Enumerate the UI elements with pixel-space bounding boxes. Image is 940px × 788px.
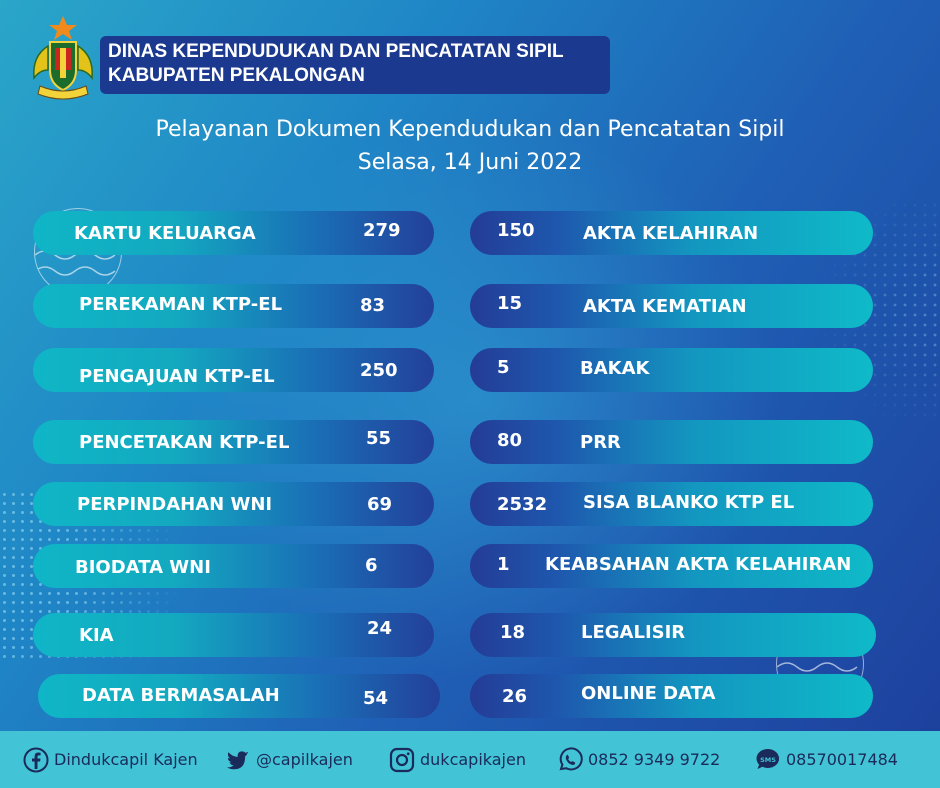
contact-footer: Dindukcapil Kajen @capilkajen dukcapikaj… <box>0 731 940 788</box>
service-label: PENCETAKAN KTP-EL <box>79 432 290 453</box>
service-row-akta-kematian: 15 AKTA KEMATIAN <box>470 284 873 328</box>
background-glow <box>180 120 780 680</box>
organization-header: DINAS KEPENDUDUKAN DAN PENCATATAN SIPIL … <box>100 36 610 94</box>
service-value: 6 <box>365 555 378 576</box>
service-row-legalisir: 18 LEGALISIR <box>470 613 876 657</box>
service-label: PEREKAMAN KTP-EL <box>79 294 283 315</box>
service-label: KEABSAHAN AKTA KELAHIRAN <box>545 554 852 575</box>
service-value: 54 <box>363 688 389 709</box>
service-row-biodata-wni: BIODATA WNI 6 <box>33 544 434 588</box>
service-row-perekaman-ktp-el: PEREKAMAN KTP-EL 83 <box>33 284 434 328</box>
service-label: BIODATA WNI <box>75 557 211 578</box>
service-value: 150 <box>497 220 535 241</box>
twitter-bird-icon <box>226 750 249 769</box>
service-value: 5 <box>497 357 510 378</box>
regency-coat-of-arms-icon <box>26 16 100 102</box>
organization-name: DINAS KEPENDUDUKAN DAN PENCATATAN SIPIL <box>108 41 564 62</box>
service-row-keabsahan-akta-kelahiran: 1 KEABSAHAN AKTA KELAHIRAN <box>470 544 873 588</box>
sms-icon-label: SMS <box>760 756 776 764</box>
service-value: 18 <box>500 622 526 643</box>
whatsapp-icon <box>559 747 583 770</box>
service-label: ONLINE DATA <box>581 683 716 704</box>
service-label: KARTU KELUARGA <box>74 223 256 244</box>
whatsapp-number: 0852 9349 9722 <box>588 750 721 769</box>
service-value: 250 <box>360 360 398 381</box>
service-row-prr: 80 PRR <box>470 420 873 464</box>
service-value: 1 <box>497 554 510 575</box>
facebook-handle: Dindukcapil Kajen <box>54 750 198 769</box>
footer-whatsapp[interactable]: 0852 9349 9722 <box>556 731 720 788</box>
service-label: PENGAJUAN KTP-EL <box>79 366 275 387</box>
service-row-kia: KIA 24 <box>33 613 434 657</box>
service-row-bakak: 5 BAKAK <box>470 348 873 392</box>
service-label: LEGALISIR <box>581 622 686 643</box>
footer-sms[interactable]: SMS 08570017484 <box>754 731 898 788</box>
footer-instagram[interactable]: dukcapikajen <box>388 731 526 788</box>
twitter-handle: @capilkajen <box>256 750 353 769</box>
service-value: 279 <box>363 220 401 241</box>
service-row-pencetakan-ktp-el: PENCETAKAN KTP-EL 55 <box>33 420 434 464</box>
service-value: 15 <box>497 293 523 314</box>
service-row-kartu-keluarga: KARTU KELUARGA 279 <box>33 211 434 255</box>
footer-twitter[interactable]: @capilkajen <box>224 731 353 788</box>
service-label: PERPINDAHAN WNI <box>77 494 273 515</box>
page-title: Pelayanan Dokumen Kependudukan dan Penca… <box>155 117 785 142</box>
service-label: BAKAK <box>580 358 650 379</box>
service-label: AKTA KEMATIAN <box>583 296 747 317</box>
sms-bubble-icon: SMS <box>756 748 780 769</box>
service-label: KIA <box>79 625 114 646</box>
instagram-handle: dukcapikajen <box>420 750 526 769</box>
page-date: Selasa, 14 Juni 2022 <box>357 150 583 175</box>
service-value: 80 <box>497 430 523 451</box>
service-value: 69 <box>367 494 393 515</box>
instagram-icon <box>389 747 415 772</box>
service-value: 55 <box>366 428 392 449</box>
service-row-akta-kelahiran: 150 AKTA KELAHIRAN <box>470 211 873 255</box>
sms-number: 08570017484 <box>786 750 898 769</box>
service-label: PRR <box>580 432 621 453</box>
service-row-perpindahan-wni: PERPINDAHAN WNI 69 <box>33 482 434 526</box>
service-value: 83 <box>360 295 386 316</box>
service-row-data-bermasalah: DATA BERMASALAH 54 <box>38 674 440 718</box>
service-row-sisa-blanko-ktp-el: 2532 SISA BLANKO KTP EL <box>470 482 873 526</box>
service-value: 24 <box>367 618 393 639</box>
service-label: DATA BERMASALAH <box>82 685 280 706</box>
service-row-pengajuan-ktp-el: PENGAJUAN KTP-EL 250 <box>33 348 434 392</box>
organization-regency: KABUPATEN PEKALONGAN <box>108 65 365 86</box>
service-value: 2532 <box>497 494 548 515</box>
service-row-online-data: 26 ONLINE DATA <box>470 674 873 718</box>
service-label: AKTA KELAHIRAN <box>583 223 759 244</box>
service-label: SISA BLANKO KTP EL <box>583 492 795 513</box>
footer-facebook[interactable]: Dindukcapil Kajen <box>22 731 198 788</box>
facebook-icon <box>23 747 49 772</box>
service-value: 26 <box>502 686 528 707</box>
